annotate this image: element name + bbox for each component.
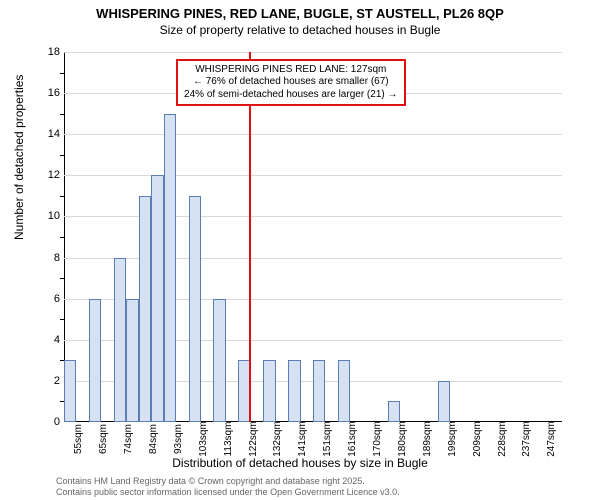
annotation-box: WHISPERING PINES RED LANE: 127sqm← 76% o… — [176, 59, 405, 107]
annotation-line1: WHISPERING PINES RED LANE: 127sqm — [184, 64, 397, 77]
reference-line — [249, 52, 251, 422]
y-tick-label: 0 — [40, 416, 60, 428]
histogram-bar — [64, 360, 76, 422]
footer-line-1: Contains HM Land Registry data © Crown c… — [56, 476, 400, 487]
y-axis-label: Number of detached properties — [12, 75, 26, 240]
x-tick-label: 141sqm — [297, 421, 308, 457]
page-title: WHISPERING PINES, RED LANE, BUGLE, ST AU… — [0, 0, 600, 21]
histogram-bar — [338, 360, 350, 422]
y-tick-label: 2 — [40, 375, 60, 387]
y-tick-label: 4 — [40, 334, 60, 346]
footer-attribution: Contains HM Land Registry data © Crown c… — [56, 476, 400, 498]
y-minor-tick — [60, 237, 64, 238]
x-axis-label: Distribution of detached houses by size … — [0, 456, 600, 470]
y-minor-tick — [60, 155, 64, 156]
histogram-bar — [164, 114, 176, 422]
x-tick-label: 228sqm — [497, 421, 508, 457]
histogram-bar — [263, 360, 275, 422]
histogram-bar — [189, 196, 201, 422]
y-tick-label: 8 — [40, 252, 60, 264]
x-tick-label: 189sqm — [422, 421, 433, 457]
x-tick-label: 237sqm — [521, 421, 532, 457]
x-tick-label: 74sqm — [123, 424, 134, 454]
histogram-bar — [114, 258, 126, 422]
y-minor-tick — [60, 278, 64, 279]
y-minor-tick — [60, 114, 64, 115]
x-tick-label: 103sqm — [198, 421, 209, 457]
annotation-line2: ← 76% of detached houses are smaller (67… — [184, 76, 397, 89]
y-minor-tick — [60, 196, 64, 197]
x-tick-label: 93sqm — [173, 424, 184, 454]
x-tick-label: 65sqm — [98, 424, 109, 454]
histogram-chart: 02468101214161855sqm65sqm74sqm84sqm93sqm… — [64, 52, 562, 422]
x-tick-label: 113sqm — [223, 422, 234, 457]
page-subtitle: Size of property relative to detached ho… — [0, 23, 600, 37]
x-tick-label: 84sqm — [148, 424, 159, 454]
histogram-bar — [126, 299, 138, 422]
x-tick-label: 170sqm — [372, 421, 383, 457]
x-tick-label: 199sqm — [447, 421, 458, 457]
x-tick-label: 161sqm — [347, 421, 358, 457]
histogram-bar — [89, 299, 101, 422]
gridline-h — [64, 175, 562, 176]
histogram-bar — [139, 196, 151, 422]
histogram-bar — [288, 360, 300, 422]
histogram-bar — [438, 381, 450, 422]
footer-line-2: Contains public sector information licen… — [56, 487, 400, 498]
x-tick-label: 151sqm — [322, 421, 333, 457]
y-tick-label: 10 — [40, 210, 60, 222]
y-tick-label: 18 — [40, 46, 60, 58]
annotation-line3: 24% of semi-detached houses are larger (… — [184, 89, 397, 102]
x-tick-label: 209sqm — [472, 421, 483, 457]
y-minor-tick — [60, 73, 64, 74]
x-tick-label: 180sqm — [397, 421, 408, 457]
y-minor-tick — [60, 319, 64, 320]
gridline-h — [64, 52, 562, 53]
x-tick-label: 247sqm — [546, 421, 557, 457]
y-tick-label: 16 — [40, 87, 60, 99]
x-tick-label: 122sqm — [248, 421, 259, 457]
histogram-bar — [213, 299, 225, 422]
y-tick-label: 14 — [40, 128, 60, 140]
gridline-h — [64, 134, 562, 135]
histogram-bar — [388, 401, 400, 422]
y-tick-label: 12 — [40, 169, 60, 181]
y-tick-label: 6 — [40, 293, 60, 305]
x-tick-label: 132sqm — [272, 421, 283, 457]
x-tick-label: 55sqm — [73, 424, 84, 454]
histogram-bar — [151, 175, 163, 422]
histogram-bar — [313, 360, 325, 422]
